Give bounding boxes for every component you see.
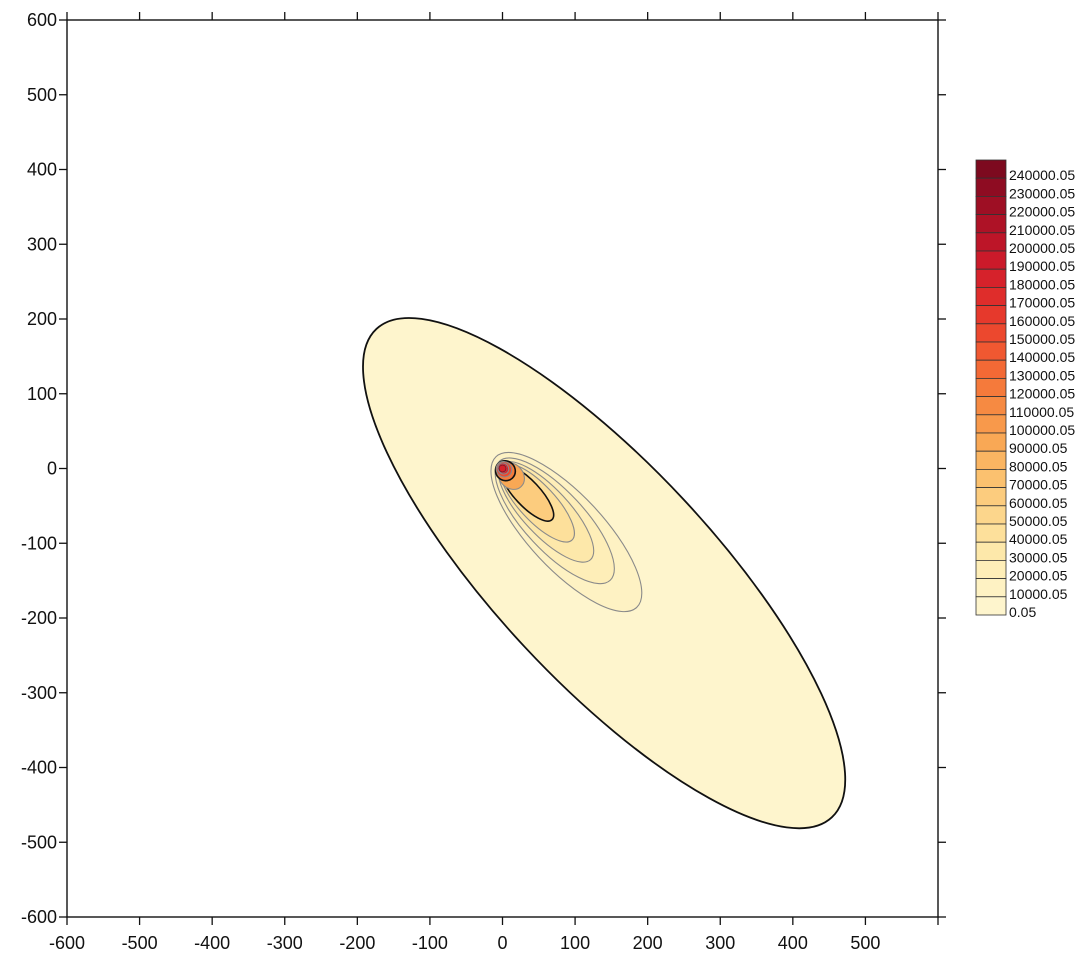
legend-swatch (975, 250, 1007, 270)
legend-label: 80000.05 (1009, 458, 1068, 474)
legend-label: 160000.05 (1009, 313, 1075, 329)
y-tick-label: -400 (21, 758, 57, 778)
legend-swatch (975, 560, 1007, 580)
x-tick-label: -600 (49, 933, 85, 953)
legend-swatch (975, 596, 1007, 616)
legend-swatch (975, 195, 1007, 215)
x-axis: -600 -500 -400 -300 -200 -100 0 100 200 300 400 500 (49, 12, 939, 953)
legend-label: 140000.05 (1009, 349, 1075, 365)
x-tick-label: 400 (778, 933, 808, 953)
legend-swatch (975, 468, 1007, 488)
legend-label: 90000.05 (1009, 440, 1068, 456)
legend-swatch (975, 450, 1007, 470)
legend-swatch (975, 286, 1007, 306)
legend-swatch (975, 432, 1007, 452)
x-tick-label: 500 (850, 933, 880, 953)
y-tick-label: -500 (21, 832, 57, 852)
legend-swatch (975, 523, 1007, 543)
legend-label: 110000.05 (1009, 404, 1074, 420)
y-tick-label: 600 (27, 10, 57, 30)
legend-swatch (975, 305, 1007, 325)
legend-label: 120000.05 (1009, 386, 1075, 402)
legend-label: 70000.05 (1009, 477, 1068, 493)
y-tick-label: 200 (27, 309, 57, 329)
x-tick-label: 0 (497, 933, 507, 953)
x-tick-label: -300 (267, 933, 303, 953)
legend-swatch (975, 323, 1007, 343)
y-tick-label: 400 (27, 160, 57, 180)
legend-label: 230000.05 (1009, 185, 1075, 201)
legend-label: 200000.05 (1009, 240, 1075, 256)
legend-swatch (975, 341, 1007, 361)
x-tick-label: -200 (339, 933, 375, 953)
x-tick-label: 300 (705, 933, 735, 953)
legend-label: 10000.05 (1009, 586, 1068, 602)
legend-label: 0.05 (1009, 604, 1036, 620)
legend-label: 30000.05 (1009, 549, 1068, 565)
legend-label: 180000.05 (1009, 276, 1075, 292)
x-tick-label: -100 (412, 933, 448, 953)
y-tick-label: -300 (21, 683, 57, 703)
legend-swatch (975, 268, 1007, 288)
y-axis: 600 500 400 300 200 100 0 -100 -200 -300 -400 -500 -… (21, 10, 946, 927)
legend-label: 60000.05 (1009, 495, 1068, 511)
legend-swatch (975, 359, 1007, 379)
legend-swatch (975, 396, 1007, 416)
legend-label: 190000.05 (1009, 258, 1075, 274)
legend-swatch (975, 541, 1007, 561)
legend-swatch (975, 214, 1007, 234)
legend-swatch (975, 377, 1007, 397)
legend-label: 170000.05 (1009, 295, 1075, 311)
legend-label: 100000.05 (1009, 422, 1075, 438)
x-tick-label: -500 (122, 933, 158, 953)
legend-swatch (975, 487, 1007, 507)
y-tick-label: -100 (21, 533, 57, 553)
y-tick-label: 0 (47, 459, 57, 479)
y-tick-label: 100 (27, 384, 57, 404)
legend-label: 240000.05 (1009, 167, 1075, 183)
legend-swatch (975, 159, 1007, 179)
legend-label: 40000.05 (1009, 531, 1068, 547)
legend-swatch (975, 232, 1007, 252)
legend-swatch (975, 505, 1007, 525)
legend-swatch (975, 177, 1007, 197)
y-tick-label: -600 (21, 907, 57, 927)
y-tick-label: 500 (27, 85, 57, 105)
legend-label: 150000.05 (1009, 331, 1075, 347)
legend-label: 210000.05 (1009, 222, 1075, 238)
source-point (498, 464, 507, 473)
legend-label: 50000.05 (1009, 513, 1068, 529)
legend-label: 20000.05 (1009, 568, 1068, 584)
y-tick-label: 300 (27, 234, 57, 254)
x-tick-label: 200 (633, 933, 663, 953)
legend-swatch (975, 578, 1007, 598)
legend-swatch (975, 414, 1007, 434)
x-tick-label: -400 (194, 933, 230, 953)
x-tick-label: 100 (560, 933, 590, 953)
legend: 240000.05 230000.05 220000.05 210000.05 2000… (975, 159, 1075, 620)
legend-label: 130000.05 (1009, 367, 1075, 383)
y-tick-label: -200 (21, 608, 57, 628)
legend-label: 220000.05 (1009, 204, 1075, 220)
contour-fills (362, 317, 847, 830)
